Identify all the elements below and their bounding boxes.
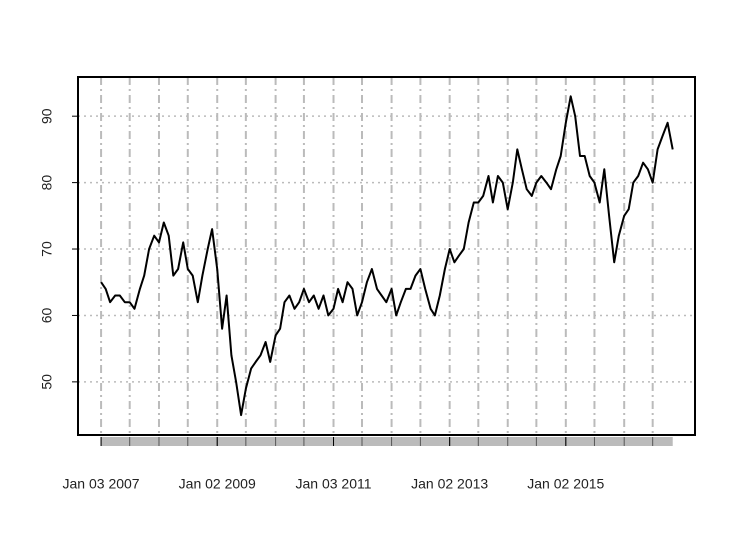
x-tick-label: Jan 03 2007: [63, 476, 140, 492]
y-tick-label: 60: [39, 307, 55, 323]
y-tick-label: 80: [39, 175, 55, 191]
x-axis-band: [101, 437, 673, 446]
line: [100, 95, 674, 417]
y-tick-label: 70: [39, 241, 55, 257]
y-tick-label: 90: [39, 108, 55, 124]
y-tick-label: 50: [39, 374, 55, 390]
x-tick-label: Jan 03 2011: [296, 476, 372, 492]
x-tick-label: Jan 02 2009: [179, 476, 256, 492]
x-tick-label: Jan 02 2013: [411, 476, 488, 492]
plot-frame: [77, 76, 696, 436]
x-tick-label: Jan 02 2015: [527, 476, 604, 492]
